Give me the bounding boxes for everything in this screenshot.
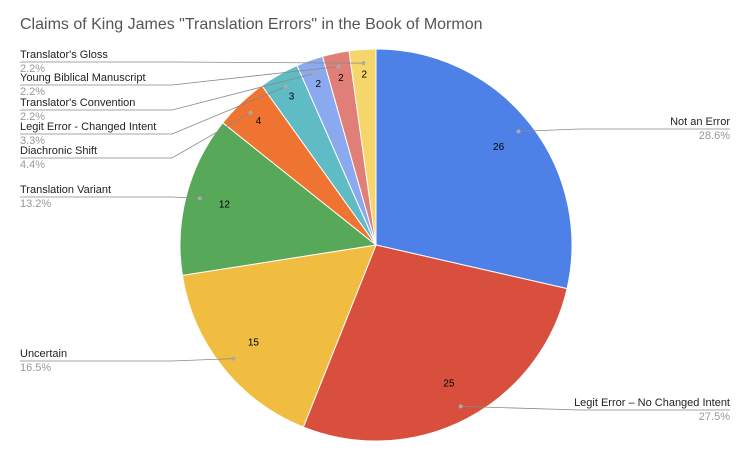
pie-slice	[348, 48, 377, 246]
leader-dot	[283, 84, 288, 89]
legend-label: Uncertain	[20, 348, 67, 360]
percent-label: 28.6%	[699, 130, 730, 142]
pie-slice	[375, 48, 573, 290]
legend-label: Translator's Gloss	[20, 49, 108, 61]
leader-dot	[336, 64, 341, 69]
legend-label: Young Biblical Manuscript	[20, 72, 146, 84]
leader-dot	[312, 71, 317, 76]
leader-line	[20, 66, 339, 86]
leader-line	[20, 358, 234, 362]
count-label: 25	[443, 378, 455, 389]
percent-label: 2.2%	[20, 86, 45, 98]
leader-dot	[197, 196, 202, 201]
leader-line	[20, 61, 364, 64]
leader-line	[518, 128, 730, 132]
count-label: 2	[316, 79, 322, 90]
leader-dot	[248, 110, 253, 115]
legend-label: Not an Error	[670, 116, 730, 128]
leader-line	[20, 86, 286, 135]
chart-title: Claims of King James "Translation Errors…	[20, 16, 483, 33]
leader-line	[460, 406, 730, 411]
percent-label: 4.4%	[20, 159, 45, 171]
legend-label: Legit Error - Changed Intent	[20, 121, 156, 133]
leader-dot	[516, 129, 521, 134]
count-label: 12	[219, 199, 231, 210]
legend-label: Translator's Convention	[20, 97, 135, 109]
count-label: 2	[361, 70, 367, 81]
pie-slice	[179, 122, 378, 276]
count-label: 2	[338, 73, 344, 84]
percent-label: 27.5%	[699, 411, 730, 423]
pie-slice	[302, 244, 568, 442]
leader-dot	[361, 61, 366, 66]
percent-label: 2.2%	[20, 63, 45, 75]
count-label: 26	[493, 142, 505, 153]
leader-line	[20, 196, 200, 199]
count-label: 15	[248, 337, 260, 348]
percent-label: 16.5%	[20, 362, 51, 374]
percent-label: 3.3%	[20, 135, 45, 147]
legend-label: Diachronic Shift	[20, 145, 97, 157]
leader-dot	[231, 356, 236, 361]
legend-label: Translation Variant	[20, 184, 111, 196]
percent-label: 13.2%	[20, 198, 51, 210]
count-label: 3	[289, 91, 295, 102]
leader-line	[20, 112, 251, 159]
pie-slice	[181, 244, 377, 428]
leader-dot	[458, 404, 463, 409]
legend-label: Legit Error – No Changed Intent	[574, 397, 730, 409]
leader-line	[20, 73, 315, 111]
count-label: 4	[256, 116, 262, 127]
percent-label: 2.2%	[20, 111, 45, 123]
